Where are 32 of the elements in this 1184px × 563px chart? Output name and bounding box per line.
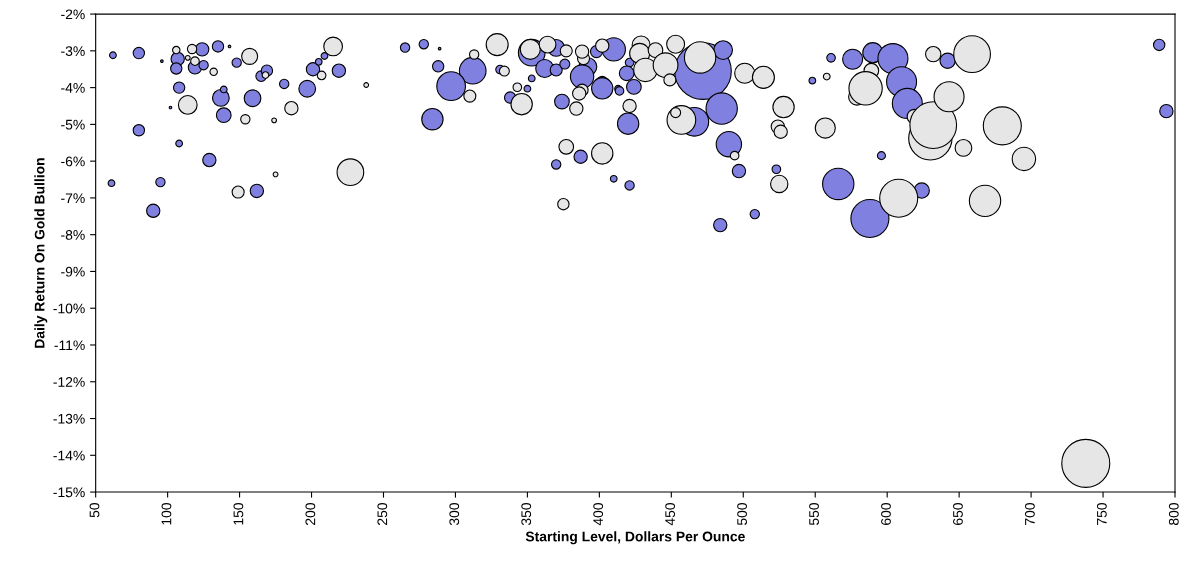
- x-tick-label: 750: [1096, 503, 1107, 525]
- x-tick-label: 250: [377, 503, 388, 525]
- y-tick-label: -8%: [61, 230, 85, 240]
- y-tick-label: -3%: [61, 46, 85, 57]
- x-tick-label: 600: [881, 503, 891, 525]
- x-tick-label: 100: [161, 503, 172, 525]
- y-tick-label: -2%: [61, 9, 85, 20]
- x-tick-label: 500: [737, 503, 747, 526]
- y-tick-label: -7%: [61, 193, 85, 204]
- x-tick-label: 150: [233, 503, 244, 525]
- y-axis-title: Daily Return On Gold Bullion: [34, 158, 48, 348]
- y-tick-label: -14%: [53, 450, 85, 461]
- y-tick-label: -13%: [53, 413, 85, 424]
- x-tick-label: 300: [449, 503, 460, 526]
- y-tick-label: -6%: [61, 156, 85, 167]
- y-tick-label: -11%: [54, 340, 85, 351]
- x-tick-label: 700: [1024, 503, 1035, 525]
- x-tick-label: 800: [1168, 503, 1179, 526]
- y-tick-label: -10%: [53, 303, 85, 314]
- x-tick-label: 200: [305, 503, 316, 525]
- y-tick-label: -12%: [53, 377, 85, 387]
- y-tick-label: -5%: [61, 119, 85, 130]
- y-tick-label: -15%: [53, 487, 85, 498]
- x-tick-label: 450: [665, 503, 676, 526]
- x-tick-label: 50: [89, 503, 100, 518]
- y-tick-label: -9%: [61, 266, 85, 277]
- x-tick-label: 650: [953, 503, 963, 525]
- x-tick-label: 400: [593, 503, 604, 526]
- y-tick-label: -4%: [61, 83, 85, 93]
- x-axis-title: Starting Level, Dollars Per Ounce: [525, 531, 745, 545]
- x-tick-label: 350: [521, 503, 532, 526]
- x-tick-label: 550: [809, 503, 819, 526]
